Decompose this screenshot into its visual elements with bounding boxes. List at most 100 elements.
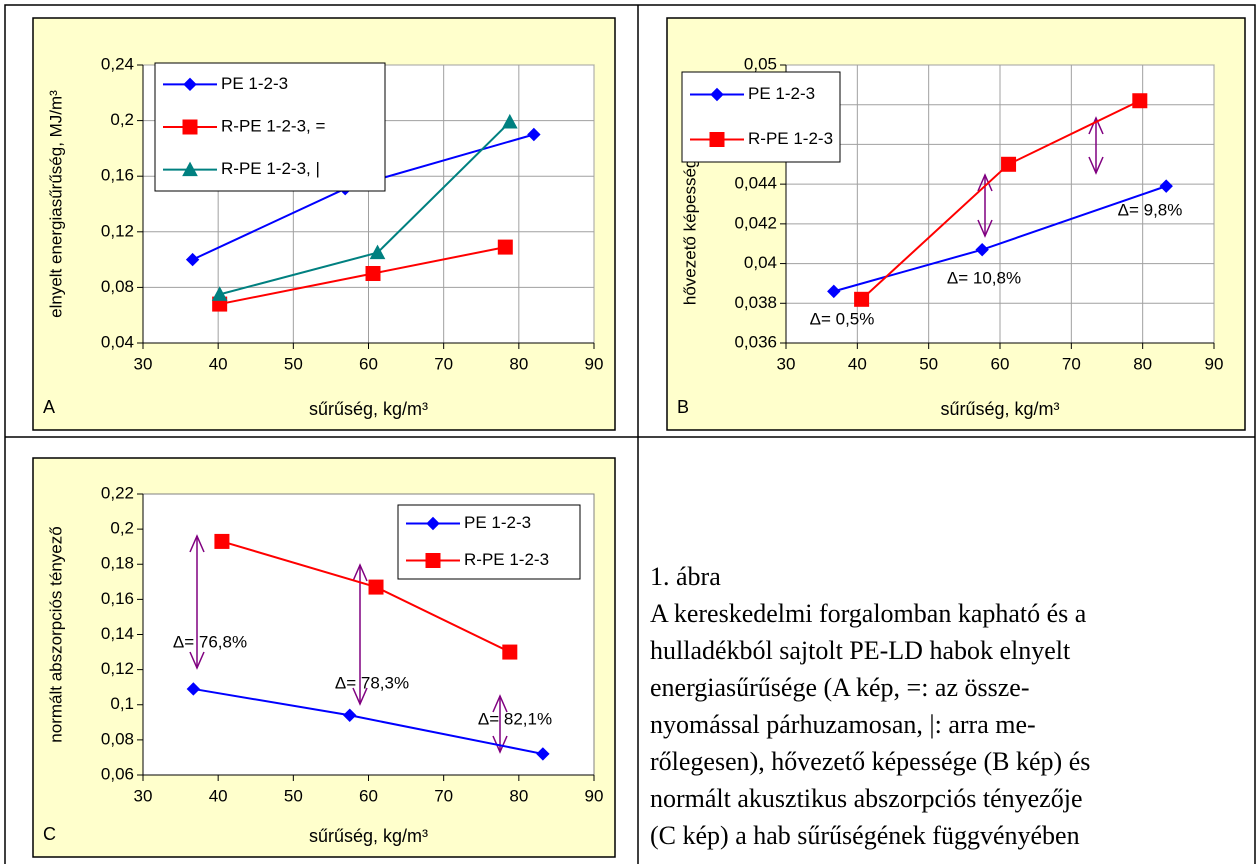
- x-tick-label: 60: [991, 354, 1010, 373]
- legend-label: PE 1-2-3: [464, 513, 531, 532]
- marker: [182, 161, 198, 177]
- annotation: Δ= 78,3%: [335, 673, 409, 692]
- arrow-head: [352, 687, 368, 706]
- y-tick-label: 0,16: [101, 166, 134, 185]
- marker: [1001, 156, 1017, 172]
- x-tick-label: 40: [209, 786, 228, 805]
- marker: [214, 533, 230, 549]
- marker: [185, 252, 200, 267]
- x-axis-title: sűrűség, kg/m³: [309, 399, 428, 419]
- marker: [182, 119, 198, 135]
- y-tick-label: 0,16: [101, 589, 134, 608]
- arrow-head: [492, 735, 508, 754]
- legend-label: R-PE 1-2-3, =: [221, 116, 325, 135]
- x-tick-label: 60: [359, 786, 378, 805]
- legend-label: R-PE 1-2-3, |: [221, 159, 320, 178]
- caption-title: 1. ábra: [650, 562, 721, 591]
- marker: [183, 77, 197, 92]
- y-tick-label: 0,22: [101, 483, 134, 502]
- legend-label: PE 1-2-3: [221, 74, 288, 93]
- marker: [827, 284, 841, 299]
- marker: [502, 644, 518, 660]
- caption-line: normált akusztikus abszorpciós tényezője: [650, 784, 1082, 813]
- legend-label: R-PE 1-2-3: [464, 550, 549, 569]
- legend-label: R-PE 1-2-3: [748, 129, 833, 148]
- marker: [975, 242, 989, 257]
- y-tick-label: 0,04: [101, 332, 134, 351]
- y-tick-label: 0,06: [101, 764, 134, 783]
- annotation: Δ= 76,8%: [173, 632, 247, 651]
- x-tick-label: 90: [1205, 354, 1224, 373]
- y-tick-label: 0,036: [734, 332, 777, 351]
- caption-line: hulladékból sajtolt PE-LD habok elnyelt: [650, 636, 1071, 665]
- y-tick-label: 0,038: [734, 293, 777, 312]
- marker: [501, 113, 518, 129]
- caption-line: (C kép) a hab sűrűségének függvényében: [650, 821, 1080, 850]
- x-axis-title: sűrűség, kg/m³: [309, 826, 428, 846]
- x-tick-label: 40: [848, 354, 867, 373]
- annotation: Δ= 82,1%: [478, 709, 552, 728]
- x-tick-label: 40: [209, 354, 228, 373]
- marker: [211, 286, 228, 301]
- x-tick-label: 70: [434, 786, 453, 805]
- y-tick-label: 0,2: [110, 519, 134, 538]
- x-tick-label: 30: [134, 354, 153, 373]
- x-tick-label: 60: [359, 354, 378, 373]
- arrow-head: [1088, 156, 1104, 175]
- y-tick-label: 0,24: [101, 54, 134, 73]
- arrow-head: [977, 219, 993, 238]
- y-tick-label: 0,1: [110, 694, 134, 713]
- frame: [4, 4, 1256, 864]
- annotation: Δ= 9,8%: [1118, 200, 1183, 219]
- caption-line: energiasűrűsége (A kép, =: az össze-: [650, 673, 1030, 702]
- x-tick-label: 70: [434, 354, 453, 373]
- marker: [365, 266, 381, 281]
- annotation: Δ= 10,8%: [947, 268, 1021, 287]
- arrow-head: [977, 173, 993, 192]
- x-tick-label: 50: [284, 354, 303, 373]
- y-tick-label: 0,042: [734, 213, 777, 232]
- chart: 0,06 0,08 0,1 0,12 0,14 0,16 0,18 0,2 0,22 30 40 50…: [32, 457, 616, 858]
- marker: [1132, 93, 1148, 109]
- marker: [527, 127, 541, 142]
- x-tick-label: 90: [585, 786, 604, 805]
- y-tick-label: 0,08: [101, 729, 134, 748]
- x-tick-label: 80: [1133, 354, 1152, 373]
- y-tick-label: 0,08: [101, 277, 134, 296]
- y-tick-label: 0,12: [101, 659, 134, 678]
- y-axis-title: normált abszorpciós tényező: [46, 526, 65, 742]
- x-tick-label: 30: [134, 786, 153, 805]
- marker: [369, 244, 386, 260]
- x-tick-label: 90: [585, 354, 604, 373]
- arrow-head: [1088, 116, 1104, 135]
- arrow-head: [492, 694, 508, 713]
- y-tick-label: 0,14: [101, 624, 134, 643]
- caption-line: nyomással párhuzamosan, |: arra me-: [650, 710, 1036, 739]
- marker: [536, 747, 550, 761]
- y-axis-title: elnyelt energiasűrűség, MJ/m³: [46, 90, 65, 318]
- arrow-head: [352, 563, 368, 582]
- marker: [710, 87, 724, 102]
- y-tick-label: 0,044: [734, 174, 777, 193]
- panel-label: C: [43, 824, 56, 844]
- marker: [1159, 179, 1173, 193]
- arrow-head: [189, 534, 205, 553]
- y-tick-label: 0,12: [101, 221, 134, 240]
- marker: [343, 708, 357, 722]
- x-tick-label: 30: [777, 354, 796, 373]
- y-tick-label: 0,04: [744, 253, 777, 272]
- marker: [368, 579, 384, 595]
- x-tick-label: 50: [919, 354, 938, 373]
- caption-line: rőlegesen), hővezető képessége (B kép) é…: [650, 747, 1090, 776]
- legend: [681, 71, 841, 163]
- marker: [426, 516, 440, 531]
- marker: [186, 682, 201, 696]
- y-tick-label: 0,2: [110, 110, 134, 129]
- x-tick-label: 80: [509, 354, 528, 373]
- x-tick-label: 50: [284, 786, 303, 805]
- panel-label: A: [43, 397, 55, 417]
- marker: [854, 291, 870, 307]
- annotation: Δ= 0,5%: [810, 309, 875, 328]
- x-tick-label: 80: [509, 786, 528, 805]
